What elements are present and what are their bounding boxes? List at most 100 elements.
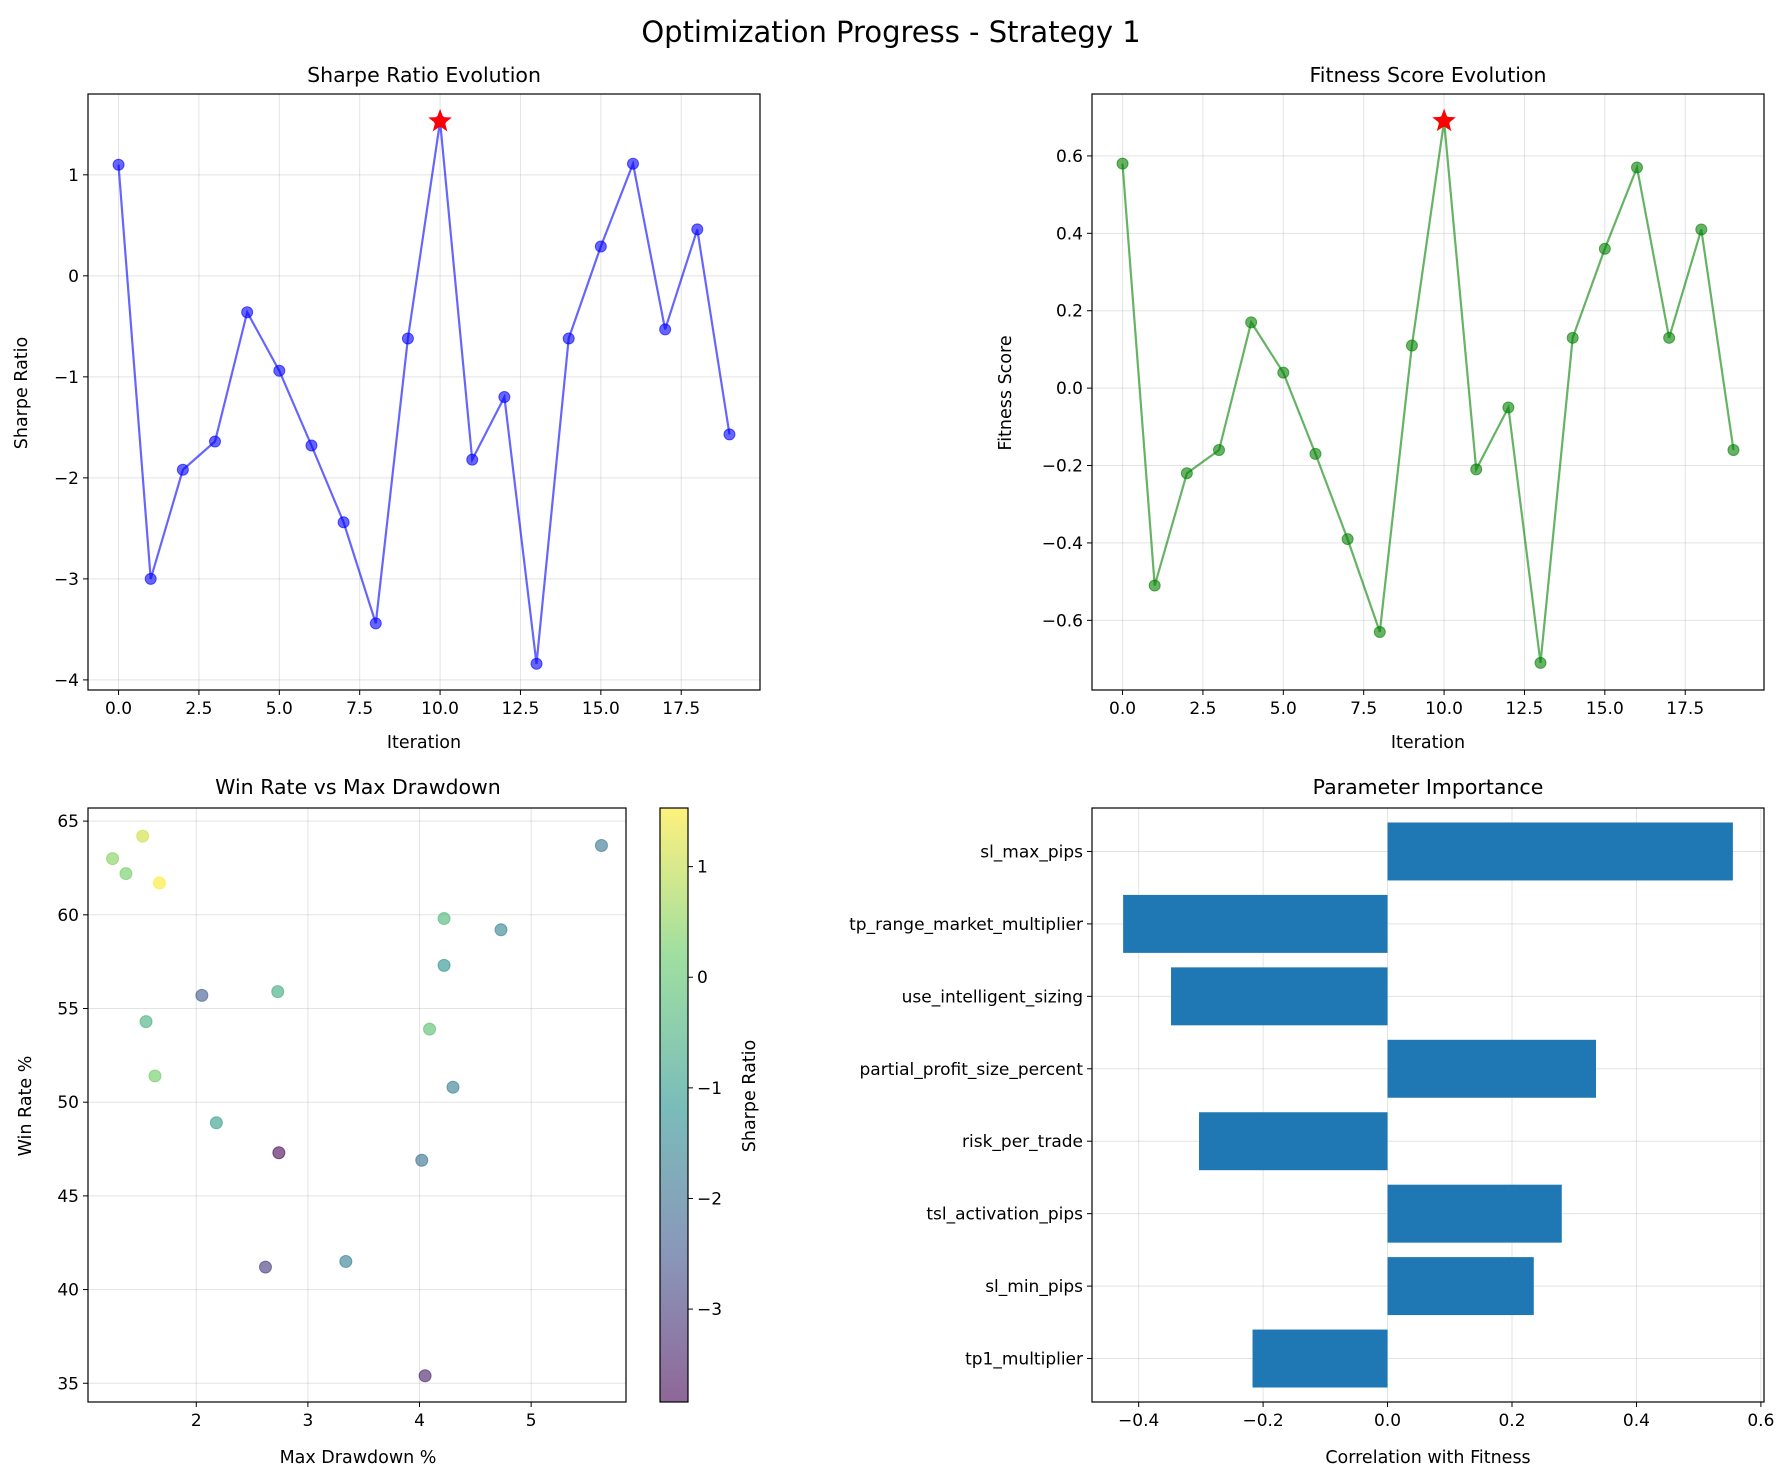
y-tick-label: 0 bbox=[68, 267, 79, 287]
x-tick-label: 0.6 bbox=[1747, 1411, 1774, 1431]
data-point bbox=[723, 428, 736, 441]
bar bbox=[1123, 894, 1388, 953]
x-tick-label: 4 bbox=[414, 1411, 425, 1431]
y-tick-label: −2 bbox=[54, 469, 79, 489]
scatter-point bbox=[415, 1153, 429, 1167]
x-tick-label: 3 bbox=[302, 1411, 313, 1431]
y-tick-label: −4 bbox=[54, 671, 79, 691]
y-tick-label: 35 bbox=[57, 1374, 79, 1394]
data-point bbox=[594, 240, 607, 253]
y-tick-label: 0.2 bbox=[1056, 302, 1083, 322]
bar bbox=[1387, 1257, 1534, 1316]
x-tick-label: 12.5 bbox=[1506, 699, 1544, 719]
scatter-point bbox=[437, 912, 451, 926]
colorbar-tick-label: 0 bbox=[697, 968, 708, 988]
colorbar-tick-label: −1 bbox=[697, 1079, 722, 1099]
category-label: partial_profit_size_percent bbox=[860, 1060, 1084, 1080]
data-point bbox=[1277, 366, 1290, 379]
y-tick-label: −3 bbox=[54, 570, 79, 590]
scatter-point bbox=[152, 876, 166, 890]
chart-title: Sharpe Ratio Evolution bbox=[307, 63, 541, 87]
scatter-point bbox=[209, 1116, 223, 1130]
y-tick-label: −1 bbox=[54, 368, 79, 388]
best-point-star bbox=[428, 108, 452, 132]
bar bbox=[1387, 1039, 1596, 1098]
x-tick-label: −0.2 bbox=[1242, 1411, 1283, 1431]
x-tick-label: 7.5 bbox=[346, 699, 373, 719]
category-label: risk_per_trade bbox=[962, 1132, 1083, 1152]
x-tick-label: 0.0 bbox=[105, 699, 132, 719]
data-point bbox=[1663, 331, 1676, 344]
data-point bbox=[1598, 242, 1611, 255]
data-point bbox=[1245, 316, 1258, 329]
y-tick-label: −0.2 bbox=[1042, 457, 1083, 477]
data-point bbox=[1180, 467, 1193, 480]
scatter-point bbox=[423, 1022, 437, 1036]
scatter-points bbox=[106, 829, 608, 1383]
scatter-point bbox=[271, 985, 285, 999]
scatter-point bbox=[494, 923, 508, 937]
bar bbox=[1199, 1112, 1388, 1171]
x-tick-label: 17.5 bbox=[662, 699, 700, 719]
y-ticks: −0.6 −0.4 −0.2 0.0 0.2 0.4 0.6 bbox=[1042, 147, 1092, 631]
plot-frame bbox=[87, 93, 761, 691]
y-tick-label: 50 bbox=[57, 1093, 79, 1113]
x-tick-label: 15.0 bbox=[1586, 699, 1624, 719]
scatter-point bbox=[446, 1080, 460, 1094]
scatter-point bbox=[106, 852, 120, 866]
category-label: tsl_activation_pips bbox=[926, 1205, 1083, 1225]
data-point bbox=[1309, 447, 1322, 460]
y-axis-label: Fitness Score bbox=[996, 335, 1016, 450]
data-point bbox=[1566, 331, 1579, 344]
y-tick-label: 0.6 bbox=[1056, 147, 1083, 167]
x-tick-label: 2.5 bbox=[1189, 699, 1216, 719]
scatter-point bbox=[437, 958, 451, 972]
x-tick-label: 5 bbox=[526, 1411, 537, 1431]
data-point bbox=[1116, 157, 1129, 170]
x-tick-label: 0.2 bbox=[1498, 1411, 1525, 1431]
x-tick-label: 17.5 bbox=[1666, 699, 1704, 719]
x-tick-label: 0.0 bbox=[1374, 1411, 1401, 1431]
data-point bbox=[562, 332, 575, 345]
x-tick-label: 10.0 bbox=[1425, 699, 1463, 719]
x-ticks: 0.0 2.5 5.0 7.5 10.0 12.5 15.0 17.5 bbox=[105, 690, 700, 719]
bar bbox=[1387, 1184, 1562, 1243]
y-tick-label: 65 bbox=[57, 812, 79, 832]
x-ticks: 2 3 4 5 bbox=[191, 1402, 537, 1431]
data-point bbox=[1695, 223, 1708, 236]
x-axis-label: Iteration bbox=[387, 733, 461, 753]
series-line bbox=[117, 121, 731, 664]
category-label: use_intelligent_sizing bbox=[902, 987, 1083, 1007]
data-point bbox=[498, 391, 511, 404]
y-axis-label: Win Rate % bbox=[16, 1056, 36, 1157]
data-point bbox=[112, 158, 125, 171]
win-rate-vs-max-drawdown-chart: Win Rate vs Max Drawdown Max Drawdown % … bbox=[16, 775, 760, 1468]
scatter-point bbox=[148, 1069, 162, 1083]
x-tick-label: 12.5 bbox=[502, 699, 540, 719]
x-tick-label: 7.5 bbox=[1350, 699, 1377, 719]
y-tick-label: −0.4 bbox=[1042, 534, 1083, 554]
colorbar bbox=[659, 807, 689, 1403]
data-point bbox=[691, 223, 704, 236]
x-ticks: −0.4 −0.2 0.0 0.2 0.4 0.6 bbox=[1118, 1402, 1774, 1431]
y-tick-label: 40 bbox=[57, 1281, 79, 1301]
data-point bbox=[1630, 161, 1643, 174]
chart-title: Parameter Importance bbox=[1313, 775, 1544, 799]
scatter-point bbox=[136, 829, 150, 843]
bar bbox=[1252, 1329, 1388, 1388]
parameter-importance-chart: Parameter Importance Correlation with Fi… bbox=[849, 775, 1774, 1468]
y-axis-label: Sharpe Ratio bbox=[12, 337, 32, 450]
bar bbox=[1171, 967, 1388, 1026]
grid-lines bbox=[88, 94, 760, 690]
y-ticks: sl_max_pips tp_range_market_multiplieruse… bbox=[849, 842, 1092, 1370]
data-point bbox=[305, 439, 318, 452]
x-tick-label: 2.5 bbox=[185, 699, 212, 719]
data-point bbox=[659, 323, 672, 336]
best-point-star bbox=[1432, 108, 1456, 132]
y-tick-label: 45 bbox=[57, 1187, 79, 1207]
x-tick-label: 5.0 bbox=[1270, 699, 1297, 719]
y-tick-label: −0.6 bbox=[1042, 611, 1083, 631]
category-label: sl_min_pips bbox=[985, 1277, 1083, 1297]
y-tick-label: 55 bbox=[57, 999, 79, 1019]
